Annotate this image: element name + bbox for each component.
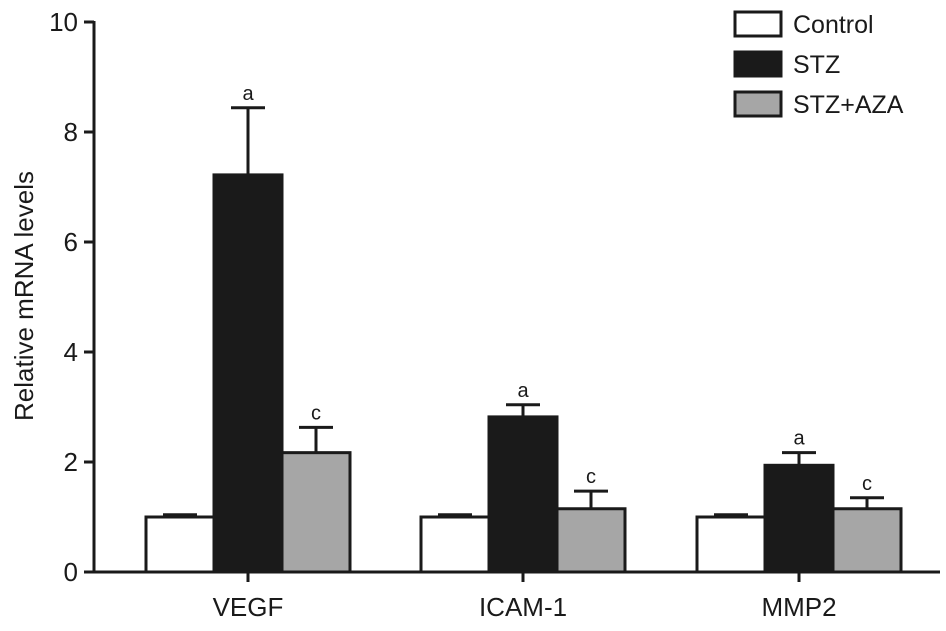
bar [144, 515, 216, 574]
x-tick-label: VEGF [213, 592, 284, 622]
bar [831, 507, 903, 574]
significance-label: a [793, 428, 805, 450]
significance-label: c [862, 473, 872, 495]
y-axis-title: Relative mRNA levels [9, 171, 39, 421]
significance-label: a [242, 83, 254, 105]
y-tick-label: 10 [49, 7, 78, 37]
legend-swatch [733, 10, 783, 38]
bar [280, 451, 352, 574]
legend-label: STZ+AZA [793, 91, 904, 119]
y-tick-label: 6 [64, 227, 78, 257]
legend: Control STZ STZ+AZA [733, 10, 904, 119]
y-tick-label: 0 [64, 557, 78, 587]
bar [763, 463, 835, 574]
legend-label: STZ [793, 51, 840, 79]
significance-label: a [517, 380, 529, 402]
x-tick-label: MMP2 [761, 592, 836, 622]
bar [419, 515, 491, 574]
bar [212, 173, 284, 574]
y-tick-label: 2 [64, 447, 78, 477]
bar [487, 415, 559, 574]
x-axis: VEGF ICAM-1 MMP2 [92, 570, 940, 622]
bar [555, 507, 627, 574]
significance-label: c [586, 466, 596, 488]
x-tick-label: ICAM-1 [479, 592, 567, 622]
significance-label: c [311, 402, 321, 424]
y-tick-label: 8 [64, 117, 78, 147]
legend-swatch [733, 90, 783, 118]
legend-label: Control [793, 11, 874, 39]
bars: a c a c a c [144, 83, 903, 574]
y-tick-label: 4 [64, 337, 78, 367]
bar [695, 515, 767, 574]
legend-swatch [733, 50, 783, 78]
y-axis: 0 2 4 6 8 10 [49, 7, 96, 587]
